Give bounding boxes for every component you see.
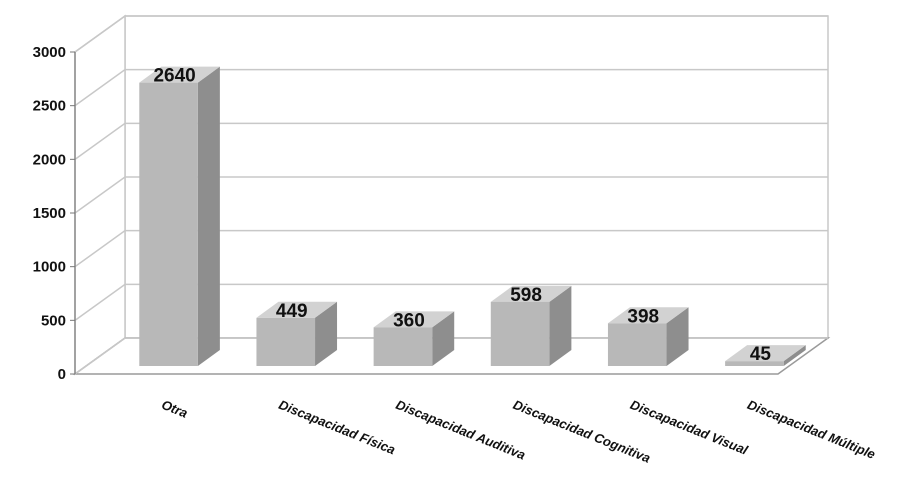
y-tick-label: 1500 [33,205,66,222]
data-label: 360 [393,310,425,331]
y-tick-label: 3000 [33,44,66,61]
bar-front [373,327,433,366]
data-label: 449 [276,301,308,322]
data-label: 598 [510,285,542,306]
gridline [74,68,828,107]
bar-side [315,301,338,366]
gridline [74,15,828,53]
gridline [74,229,828,268]
bar-side [549,285,572,366]
data-label: 45 [750,344,772,365]
bar-top [725,345,806,362]
bar-top [607,307,689,324]
y-tick-label: 500 [41,312,66,329]
gridline [74,122,828,160]
bar-side [783,345,806,366]
category-label: Discapacidad Múltiple [745,397,877,462]
y-tick-label: 2000 [33,151,66,168]
bar-top [490,285,572,302]
bar [607,307,689,366]
bar-top [139,66,220,83]
bar [256,301,338,366]
bar [725,345,806,366]
data-label: 2640 [153,66,195,87]
y-tick-label: 1000 [33,259,66,276]
category-label: Otra [159,397,189,421]
bar [139,66,220,366]
gridline [74,337,828,375]
bar-side [666,307,689,366]
y-tick-label: 0 [58,366,66,383]
chart-bars [139,66,806,366]
bar-side [432,311,455,366]
gridline [74,283,828,321]
bar [373,311,455,366]
bar-front [725,361,784,366]
bar-side [197,66,220,366]
y-tick-label: 2500 [33,98,66,115]
bar-top [256,301,338,318]
bar-top [373,311,455,328]
bar-front [139,82,198,366]
bar [490,285,572,366]
chart-gridlines [74,15,828,375]
bar-front [490,301,550,366]
category-label: Discapacidad Auditiva [394,397,528,463]
gridline [74,176,828,214]
data-label: 398 [627,306,659,327]
y-axis: 0 500 1000 1500 2000 2500 3000 [33,44,76,383]
bar-front [607,323,667,366]
bar-front [256,317,316,366]
data-labels: 2640 449 360 598 398 45 [153,66,771,366]
category-label: Discapacidad Física [277,397,398,457]
